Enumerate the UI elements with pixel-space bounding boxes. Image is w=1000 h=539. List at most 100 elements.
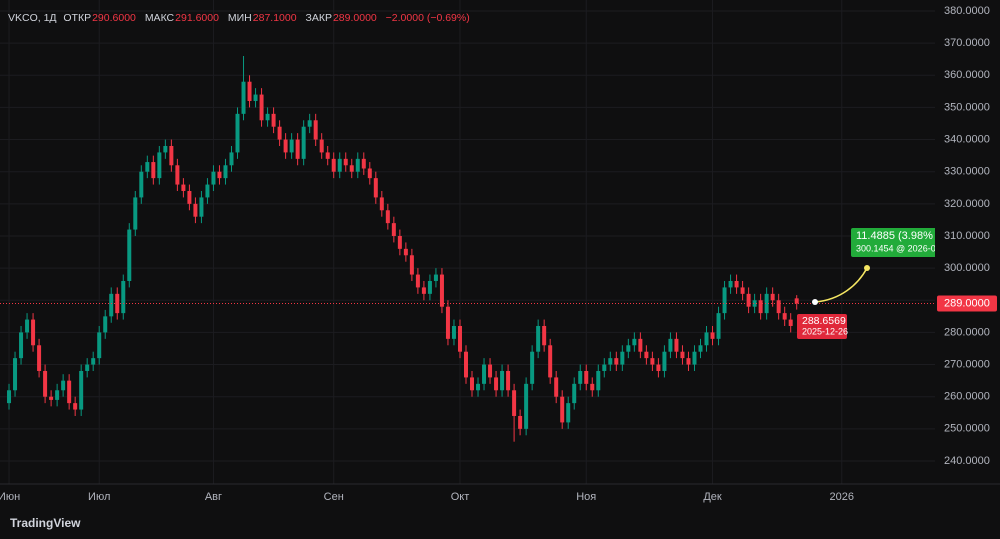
- candle-body: [427, 280, 432, 294]
- y-tick-label: 310.0000: [944, 230, 990, 242]
- candle-body: [752, 300, 757, 307]
- candle-body: [590, 383, 595, 391]
- y-tick-label: 350.0000: [944, 101, 990, 113]
- low-label: МИН: [227, 12, 252, 24]
- candle-body: [193, 203, 198, 217]
- logo[interactable]: TradingView: [10, 516, 81, 530]
- candle-body: [295, 139, 300, 159]
- candle-body: [524, 383, 529, 429]
- y-tick-label: 270.0000: [944, 358, 990, 370]
- candle-body: [19, 332, 24, 359]
- close-label: ЗАКР: [305, 12, 332, 24]
- candle-body: [692, 351, 697, 365]
- candle-body: [542, 325, 547, 346]
- projection-curve: [814, 267, 868, 303]
- projection: 11.4885 (3.98% 300.1454 @ 2026-0 288.656…: [797, 228, 936, 339]
- candle-body: [560, 396, 565, 423]
- candle-body: [253, 94, 258, 101]
- high-label: МАКС: [144, 12, 175, 24]
- projection-target-box: [851, 228, 935, 257]
- legend-header: VKCO, 1Д ОТКР290.6000 МАКС291.6000 МИН28…: [8, 12, 476, 24]
- candle-body: [67, 380, 72, 404]
- candle-body: [367, 168, 372, 179]
- candle-body: [271, 113, 276, 127]
- candle-body: [578, 370, 583, 384]
- high-value: 291.6000: [175, 12, 219, 24]
- candle-body: [133, 197, 138, 230]
- candle-body: [349, 165, 354, 172]
- candle-body: [7, 390, 12, 404]
- y-tick-label: 280.0000: [944, 326, 990, 338]
- candle-body: [139, 171, 144, 198]
- x-tick-label: Дек: [703, 491, 722, 503]
- candle-body: [445, 306, 450, 339]
- last-price-box: [937, 295, 997, 312]
- candle-body: [512, 390, 517, 416]
- candle-body: [788, 319, 793, 326]
- candle-body: [722, 287, 727, 314]
- y-tick-label: 340.0000: [944, 133, 990, 145]
- x-tick-label: Сен: [324, 491, 344, 503]
- projection-start-price: 288.6569: [802, 315, 846, 327]
- candle-body: [566, 403, 571, 423]
- candle-body: [157, 152, 162, 179]
- candle-body: [409, 255, 414, 275]
- candle-body: [97, 332, 102, 359]
- candle-body: [770, 293, 775, 301]
- candle-body: [43, 370, 48, 397]
- y-tick-label: 240.0000: [944, 455, 990, 467]
- candle-body: [127, 229, 132, 281]
- candle-body: [241, 81, 246, 114]
- candle-body: [662, 351, 667, 371]
- candle-body: [355, 158, 360, 172]
- candle-body: [439, 274, 444, 307]
- candle-body: [596, 370, 601, 391]
- candle-body: [25, 319, 30, 333]
- candle-body: [55, 390, 60, 400]
- candle-body: [13, 358, 18, 391]
- candle-body: [205, 184, 210, 198]
- candle-body: [397, 235, 402, 249]
- candle-body: [457, 325, 462, 352]
- candle-body: [710, 332, 715, 339]
- candle-body: [530, 351, 535, 384]
- low-value: 287.1000: [252, 12, 297, 24]
- y-tick-label: 250.0000: [944, 423, 990, 435]
- candle-body: [181, 184, 186, 191]
- candle-body: [121, 280, 126, 314]
- x-tick-label: Июл: [88, 491, 110, 503]
- candle-body: [716, 313, 721, 339]
- candle-body: [602, 364, 607, 371]
- projection-target: 300.1454 @ 2026-0: [856, 243, 936, 253]
- y-tick-label: 370.0000: [944, 37, 990, 49]
- x-tick-label: Авг: [205, 491, 222, 503]
- candle-body: [548, 345, 553, 378]
- candle-body: [614, 358, 619, 365]
- candle-body: [61, 380, 66, 391]
- candle-body: [331, 158, 336, 172]
- open-label: ОТКР: [63, 12, 92, 24]
- candle-body: [373, 178, 378, 198]
- x-tick-label: Ноя: [576, 491, 596, 503]
- candle-body: [482, 364, 487, 384]
- candle-body: [794, 298, 799, 304]
- projection-change: 11.4885 (3.98%: [856, 230, 933, 242]
- candle-body: [626, 345, 631, 352]
- candle-body: [145, 162, 150, 172]
- candle-body: [764, 293, 769, 314]
- x-tick-label: Июн: [0, 491, 20, 503]
- candle-body: [746, 293, 751, 307]
- candle-body: [211, 171, 216, 185]
- candle-body: [463, 351, 468, 378]
- candle-body: [319, 139, 324, 153]
- candle-body: [313, 120, 318, 140]
- y-tick-label: 330.0000: [944, 166, 990, 178]
- candle-body: [31, 319, 36, 346]
- y-tick-label: 360.0000: [944, 69, 990, 81]
- candle-body: [506, 370, 511, 391]
- candle-body: [301, 126, 306, 159]
- candle-body: [151, 162, 156, 179]
- candle-body: [337, 158, 342, 172]
- projection-start-box: [797, 314, 847, 339]
- candle-body: [229, 152, 234, 166]
